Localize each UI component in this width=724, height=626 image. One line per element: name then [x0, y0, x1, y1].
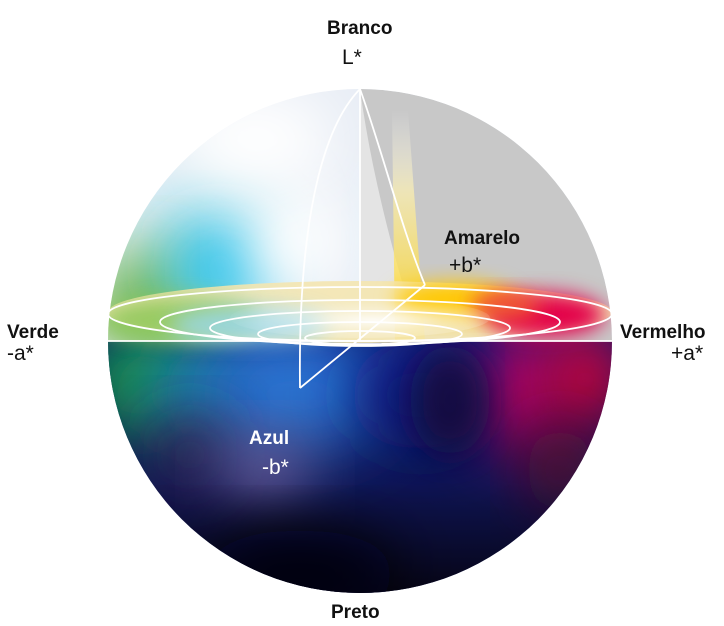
- label-branco: Branco: [327, 18, 393, 39]
- lower-hemisphere: [108, 341, 612, 593]
- label-minus-b-star: -b*: [262, 456, 289, 479]
- label-preto: Preto: [331, 602, 380, 623]
- b-axis-line: [299, 284, 426, 389]
- label-minus-a-star: -a*: [7, 342, 34, 365]
- label-vermelho: Vermelho: [620, 322, 706, 343]
- label-azul: Azul: [249, 428, 290, 449]
- sphere-body: [108, 89, 612, 593]
- meridian-yellow: [359, 88, 426, 286]
- wireframe-lines: [107, 88, 613, 389]
- label-l-star: L*: [342, 46, 362, 69]
- label-amarelo: Amarelo: [444, 228, 521, 249]
- label-plus-a-star: +a*: [671, 342, 704, 365]
- label-verde: Verde: [7, 322, 59, 343]
- label-plus-b-star: +b*: [449, 254, 482, 277]
- meridian-front: [298, 88, 361, 389]
